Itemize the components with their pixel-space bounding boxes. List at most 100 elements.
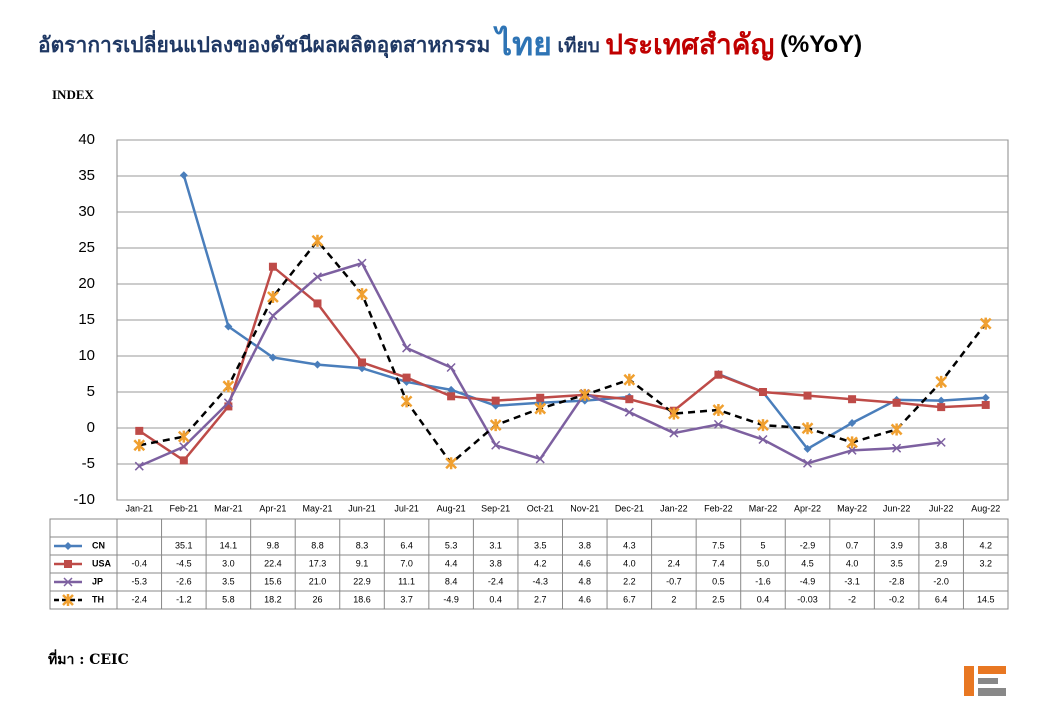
table-cell: 17.3: [309, 558, 327, 568]
table-cell: -1.6: [755, 576, 771, 586]
marker: [179, 442, 189, 452]
marker: [712, 404, 725, 416]
marker: [312, 272, 323, 282]
x-tick-label: Apr-21: [259, 503, 286, 513]
marker: [981, 400, 990, 409]
logo: [964, 666, 1006, 696]
table-cell: 5.0: [757, 558, 770, 568]
marker: [713, 419, 723, 429]
y-tick-label: 0: [87, 419, 95, 436]
marker: [802, 458, 813, 468]
legend-marker: [62, 594, 74, 606]
table-cell: 7.4: [712, 558, 725, 568]
table-cell: 14.5: [977, 594, 995, 604]
x-tick-label: Jan-22: [660, 503, 688, 513]
marker: [979, 317, 992, 330]
table-cell: 6.4: [935, 594, 948, 604]
table-cell: 4.8: [579, 576, 592, 586]
table-cell: -5.3: [132, 576, 148, 586]
table-cell: 8.3: [356, 540, 369, 550]
legend-label: CN: [92, 540, 105, 550]
table-cell: 11.1: [398, 576, 415, 586]
x-tick-label: Aug-21: [437, 503, 466, 513]
table-cell: 9.8: [267, 540, 280, 550]
y-axis-label: INDEX: [52, 87, 95, 102]
table-cell: -2.4: [488, 576, 504, 586]
marker: [757, 419, 769, 432]
table-cell: 35.1: [175, 540, 193, 550]
table-cell: 2.7: [534, 594, 547, 604]
title-part: ประเทศสำคัญ: [605, 28, 774, 61]
x-tick-label: Oct-21: [527, 503, 554, 513]
title: อัตราการเปลี่ยนแปลงของดัชนีผลผลิตอุตสาหก…: [38, 25, 862, 63]
series-line: [138, 261, 942, 468]
table-cell: 2.5: [712, 594, 725, 604]
table-cell: 3.1: [489, 540, 502, 550]
marker: [446, 362, 456, 373]
marker: [179, 171, 188, 180]
table-cell: 7.5: [712, 540, 725, 550]
series-line: [182, 174, 986, 451]
table-cell: -4.5: [176, 558, 192, 568]
marker: [625, 395, 634, 404]
table-cell: -2.8: [889, 576, 905, 586]
table-cell: 0.5: [712, 576, 725, 586]
y-tick-label: 25: [78, 239, 95, 256]
table-cell: 2.2: [623, 576, 636, 586]
table-cell: 18.2: [264, 594, 282, 604]
x-tick-label: Jul-21: [394, 503, 419, 513]
table-cell: 4.2: [534, 558, 547, 568]
marker: [890, 423, 903, 436]
table-cell: 4.4: [445, 558, 458, 568]
legend-label: JP: [92, 576, 103, 586]
marker: [758, 434, 768, 445]
y-tick-label: 40: [78, 131, 95, 148]
table-cell: 5.3: [445, 540, 458, 550]
legend-label: TH: [92, 594, 104, 604]
marker: [445, 457, 458, 470]
table-cell: 3.8: [489, 558, 502, 568]
table-cell: -2.0: [933, 576, 949, 586]
table-cell: 2.4: [668, 558, 681, 568]
table-cell: 4.6: [579, 558, 592, 568]
title-part: เทียบ: [558, 35, 600, 57]
table-cell: 4.0: [623, 558, 636, 568]
marker: [489, 419, 502, 432]
x-tick-label: May-21: [302, 503, 332, 513]
y-tick-label: 35: [78, 167, 95, 184]
marker: [937, 403, 946, 412]
table-cell: 3.9: [890, 540, 903, 550]
table-cell: 8.4: [445, 576, 458, 586]
x-tick-label: Aug-22: [971, 503, 1000, 513]
title-part: อัตราการเปลี่ยนแปลงของดัชนีผลผลิตอุตสาหก…: [38, 29, 490, 59]
table-cell: 18.6: [353, 594, 371, 604]
marker: [892, 398, 901, 407]
table-cell: -3.1: [844, 576, 860, 586]
table-cell: 0.4: [757, 594, 770, 604]
table-cell: 5: [760, 540, 765, 550]
marker: [848, 395, 857, 404]
series-line: [138, 264, 986, 463]
marker: [981, 393, 990, 402]
table-cell: -2.9: [800, 540, 816, 550]
table-cell: -0.2: [889, 594, 905, 604]
table-cell: -4.3: [532, 576, 548, 586]
table-cell: 3.8: [935, 540, 948, 550]
legend-marker: [63, 577, 73, 587]
table-frame: [49, 518, 1009, 610]
table-cell: -4.9: [443, 594, 459, 604]
x-tick-label: Sep-21: [481, 503, 510, 513]
table-cell: -2.4: [132, 594, 148, 604]
x-tick-label: Dec-21: [615, 503, 644, 513]
table-cell: 3.5: [534, 540, 547, 550]
table-cell: 0.7: [846, 540, 859, 550]
table-cell: 15.6: [264, 576, 282, 586]
marker: [624, 407, 634, 417]
table-cell: -0.4: [132, 558, 148, 568]
marker: [267, 290, 279, 303]
table-cell: 3.8: [579, 540, 592, 550]
x-tick-label: Jan-21: [126, 503, 154, 513]
table-cell: 21.0: [309, 576, 327, 586]
marker: [803, 391, 812, 400]
